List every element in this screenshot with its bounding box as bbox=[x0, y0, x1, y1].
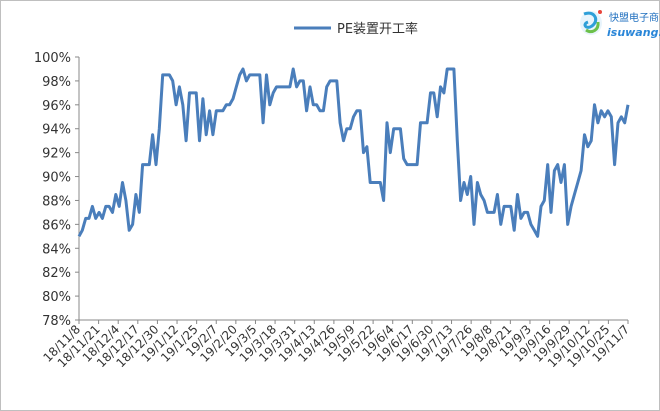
y-tick-label: 90% bbox=[42, 171, 71, 186]
logo-text-cn: 快盟电子商 bbox=[609, 11, 659, 24]
y-tick-label: 88% bbox=[42, 194, 71, 209]
logo: 快盟电子商 isuwang.c bbox=[580, 10, 660, 39]
y-tick-label: 100% bbox=[34, 51, 71, 66]
y-tick-label: 96% bbox=[42, 99, 71, 114]
y-axis-ticks: 78% 80% 82% 84% 86% 88% 90% 92% 94% 96% 98% 100% bbox=[34, 51, 79, 329]
y-tick-label: 86% bbox=[42, 218, 71, 233]
y-tick-label: 94% bbox=[42, 123, 71, 138]
y-tick-label: 98% bbox=[42, 75, 71, 90]
logo-swirl-icon bbox=[580, 10, 602, 35]
y-tick-label: 78% bbox=[42, 314, 71, 329]
y-tick-label: 84% bbox=[42, 242, 71, 257]
logo-text-en: isuwang.c bbox=[607, 26, 660, 39]
series-line-pe-operating-rate bbox=[77, 67, 630, 238]
legend: PE装置开工率 bbox=[294, 21, 418, 37]
y-tick-label: 92% bbox=[42, 147, 71, 162]
x-axis-ticks: 18/11/818/11/2118/12/418/12/1718/12/3019… bbox=[41, 320, 632, 370]
y-tick-label: 82% bbox=[42, 266, 71, 281]
y-tick-label: 80% bbox=[42, 290, 71, 305]
legend-label: PE装置开工率 bbox=[337, 21, 418, 37]
